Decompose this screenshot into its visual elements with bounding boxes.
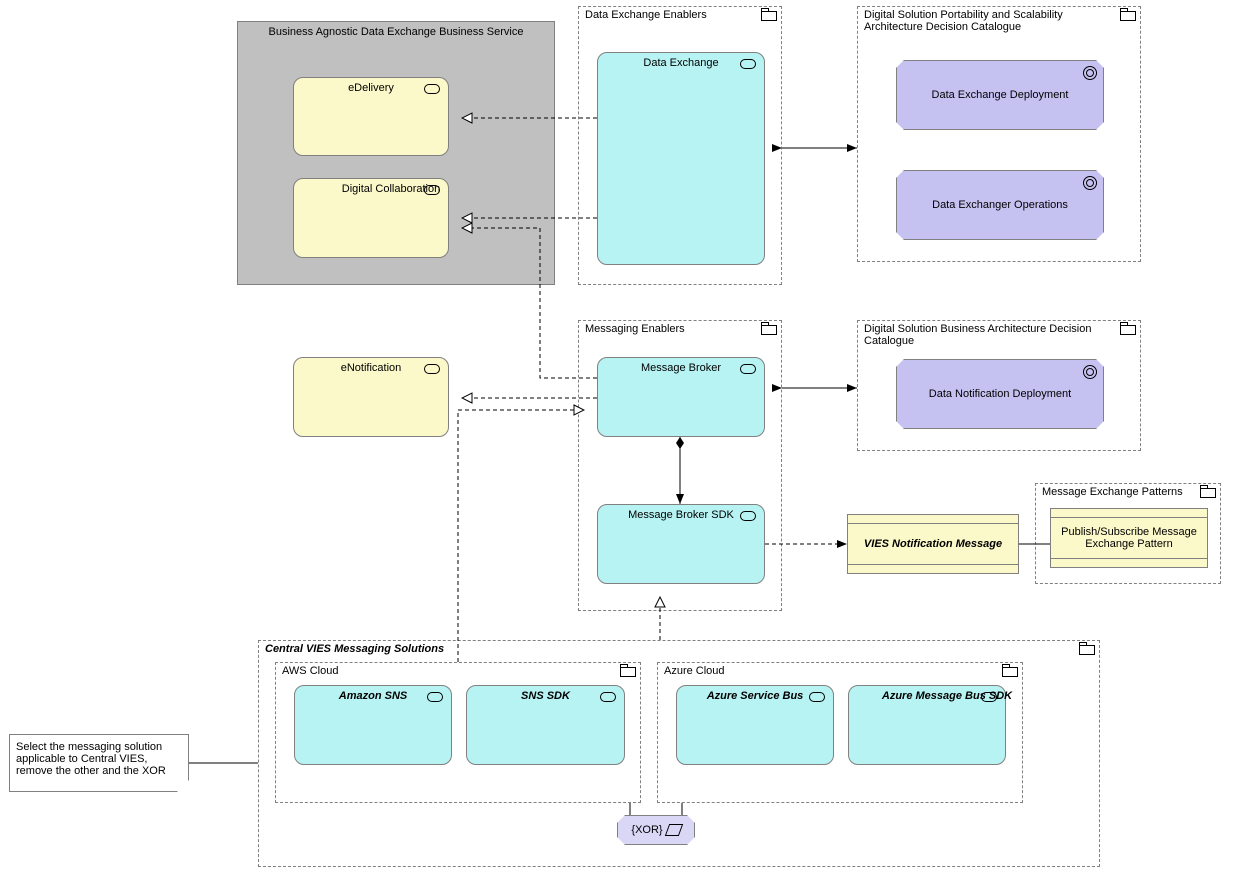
box-message-broker[interactable]: Message Broker [597, 357, 765, 437]
service-icon [809, 692, 825, 702]
label-vies-notification: VIES Notification Message [864, 538, 1002, 550]
note-xor: Select the messaging solution applicable… [9, 734, 189, 792]
box-data-exchange[interactable]: Data Exchange [597, 52, 765, 265]
target-icon [1083, 66, 1097, 80]
note-text: Select the messaging solution applicable… [16, 741, 166, 777]
folder-icon [1002, 667, 1016, 677]
label-central-vies: Central VIES Messaging Solutions [265, 643, 444, 655]
service-icon [600, 692, 616, 702]
xor-junction[interactable]: {XOR} [617, 815, 695, 845]
data-pubsub[interactable]: Publish/Subscribe Message Exchange Patte… [1050, 508, 1208, 568]
label-digital-collab: Digital Collaboration [294, 183, 488, 195]
box-message-broker-sdk[interactable]: Message Broker SDK [597, 504, 765, 584]
service-icon [740, 511, 756, 521]
box-data-notification-deploy[interactable]: Data Notification Deployment [896, 359, 1104, 429]
label-azure-cloud: Azure Cloud [664, 665, 725, 677]
target-icon [1083, 176, 1097, 190]
service-icon [424, 84, 440, 94]
label-pubsub: Publish/Subscribe Message Exchange Patte… [1051, 526, 1207, 550]
label-business-decision: Digital Solution Business Architecture D… [864, 323, 1110, 347]
label-portability: Digital Solution Portability and Scalabi… [864, 9, 1110, 33]
box-data-exchange-deploy[interactable]: Data Exchange Deployment [896, 60, 1104, 130]
box-data-exchanger-ops[interactable]: Data Exchanger Operations [896, 170, 1104, 240]
label-data-notification-deploy: Data Notification Deployment [909, 388, 1091, 400]
folder-icon [761, 11, 775, 21]
xor-label: {XOR} [631, 824, 662, 836]
service-icon [424, 364, 440, 374]
label-msg-patterns: Message Exchange Patterns [1042, 486, 1183, 498]
parallel-icon [664, 824, 682, 836]
box-enotification[interactable]: eNotification [293, 357, 449, 437]
folder-icon [761, 325, 775, 335]
service-icon [740, 364, 756, 374]
label-data-exchange-deploy: Data Exchange Deployment [932, 89, 1069, 101]
label-azure-msg-bus-sdk: Azure Message Bus SDK [849, 690, 1045, 702]
label-messaging-enablers: Messaging Enablers [585, 323, 685, 335]
folder-icon [1120, 11, 1134, 21]
service-icon [740, 59, 756, 69]
box-edelivery[interactable]: eDelivery [293, 77, 449, 156]
service-icon [424, 185, 440, 195]
service-icon [981, 692, 997, 702]
folder-icon [1079, 645, 1093, 655]
folder-icon [620, 667, 634, 677]
box-azure-service-bus[interactable]: Azure Service Bus [676, 685, 834, 765]
label-data-exchange-enablers: Data Exchange Enablers [585, 9, 707, 21]
label-data-exchanger-ops: Data Exchanger Operations [932, 199, 1068, 211]
box-azure-msg-bus-sdk[interactable]: Azure Message Bus SDK [848, 685, 1006, 765]
target-icon [1083, 365, 1097, 379]
folder-icon [1200, 488, 1214, 498]
folder-icon [1120, 325, 1134, 335]
box-sns-sdk[interactable]: SNS SDK [466, 685, 625, 765]
box-digital-collab[interactable]: Digital Collaboration [293, 178, 449, 258]
label-aws-cloud: AWS Cloud [282, 665, 338, 677]
service-icon [427, 692, 443, 702]
data-vies-notification[interactable]: VIES Notification Message [847, 514, 1019, 574]
label-business-agnostic: Business Agnostic Data Exchange Business… [238, 26, 554, 38]
box-amazon-sns[interactable]: Amazon SNS [294, 685, 452, 765]
